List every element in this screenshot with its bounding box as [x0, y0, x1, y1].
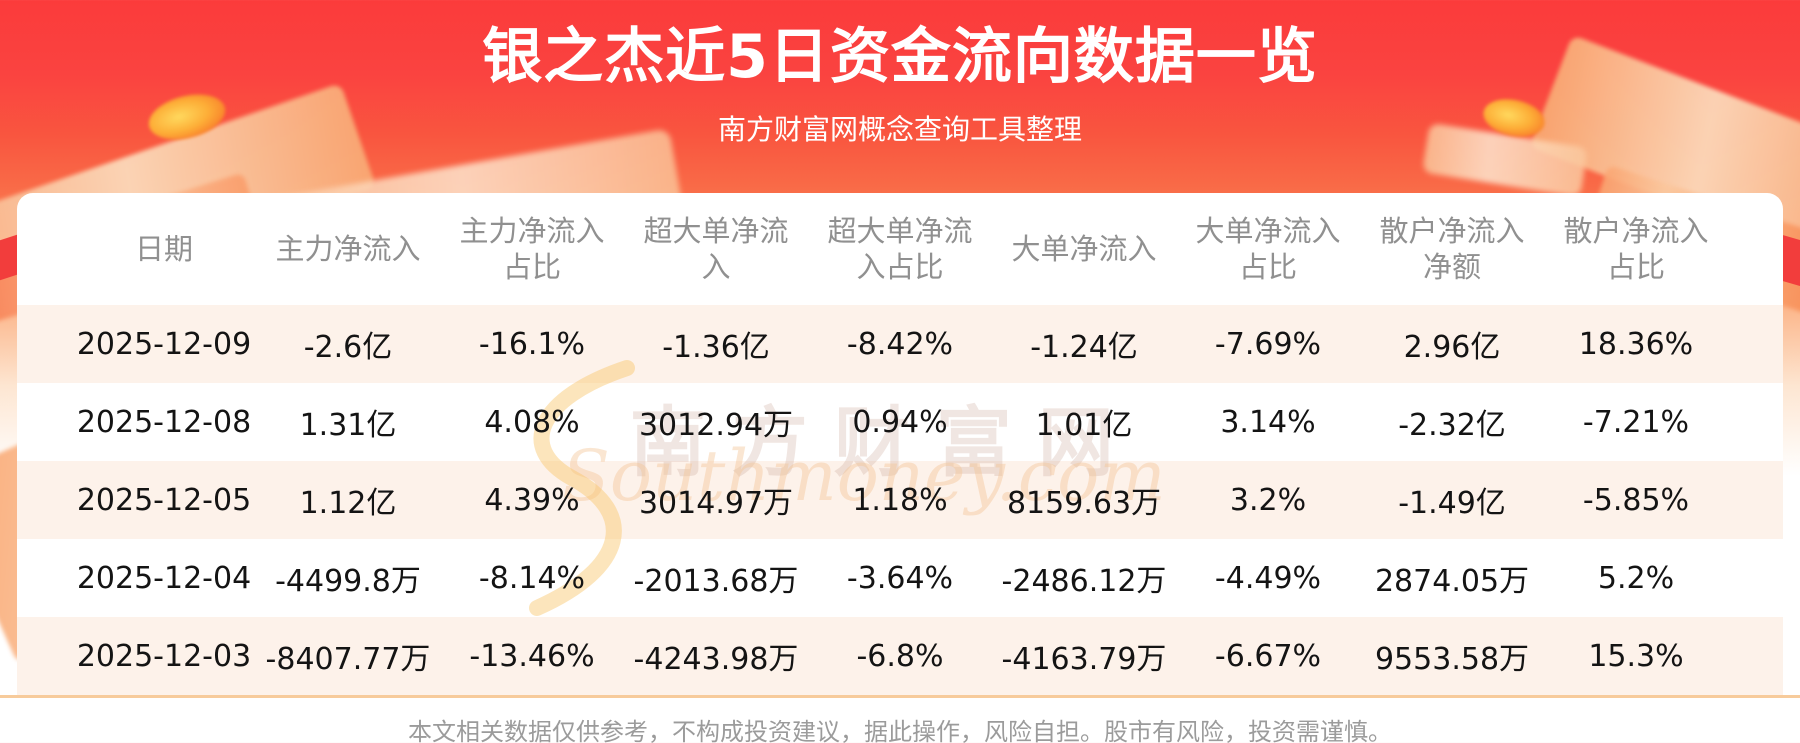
- table-row: 2025-12-04 -4499.8万 -8.14% -2013.68万 -3.64% -…: [72, 539, 1728, 617]
- table-cell: 18.36%: [1578, 326, 1694, 362]
- column-header: 大单净流入: [1011, 232, 1157, 266]
- table-cell: 2025-12-04: [76, 560, 252, 596]
- table-cell: -13.46%: [469, 638, 595, 674]
- table-cell: 2.96亿: [1403, 330, 1501, 365]
- banner: 银之杰近5日资金流向数据一览 南方财富网概念查询工具整理: [0, 0, 1800, 148]
- bottom-divider: [0, 695, 1800, 698]
- table-cell: 3.14%: [1220, 404, 1316, 440]
- table-cell: -8.14%: [478, 560, 586, 596]
- row-stripes: [17, 305, 1783, 695]
- header-row: 日期 主力净流入 主力净流入占比 超大单净流入 超大单净流入占比 大单净流入 大单净流入占比…: [72, 193, 1728, 305]
- table-cell: 2025-12-09: [76, 326, 252, 362]
- table-cell: 0.94%: [852, 404, 948, 440]
- table-cell: -7.21%: [1582, 404, 1690, 440]
- table-cell: 2025-12-08: [76, 404, 252, 440]
- table-cell: -4499.8万: [275, 564, 421, 599]
- column-header: 散户净流入净额: [1379, 214, 1525, 284]
- column-header: 超大单净流入: [643, 214, 789, 284]
- table-cell: -8407.77万: [265, 642, 431, 677]
- table-row: 2025-12-08 1.31亿 4.08% 3012.94万 0.94% 1.01亿 3.…: [72, 383, 1728, 461]
- table-row: 2025-12-05 1.12亿 4.39% 3014.97万 1.18% 8159.63…: [72, 461, 1728, 539]
- table-cell: -2013.68万: [633, 564, 799, 599]
- table-cell: 8159.63万: [1006, 486, 1162, 521]
- table-cell: 1.12亿: [299, 486, 397, 521]
- table-cell: -2486.12万: [1001, 564, 1167, 599]
- table-cell: -4243.98万: [633, 642, 799, 677]
- table-head: 日期 主力净流入 主力净流入占比 超大单净流入 超大单净流入占比 大单净流入 大单净流入占比…: [72, 193, 1728, 305]
- table-cell: 3014.97万: [638, 486, 794, 521]
- page-subtitle: 南方财富网概念查询工具整理: [717, 113, 1082, 146]
- table-cell: -7.69%: [1214, 326, 1322, 362]
- table-cell: -8.42%: [846, 326, 954, 362]
- table-cell: 1.01亿: [1035, 408, 1133, 443]
- column-header: 超大单净流入占比: [827, 214, 973, 284]
- column-header: 散户净流入占比: [1563, 214, 1709, 284]
- fund-flow-table: 日期 主力净流入 主力净流入占比 超大单净流入 超大单净流入占比 大单净流入 大单净流入占比…: [72, 193, 1728, 695]
- table-cell: 2874.05万: [1374, 564, 1530, 599]
- table-cell: 2025-12-03: [76, 638, 252, 674]
- table-body: 2025-12-09 -2.6亿 -16.1% -1.36亿 -8.42% -1.24亿 -…: [72, 305, 1728, 695]
- table-cell: -1.36亿: [662, 330, 770, 365]
- table-cell: -6.67%: [1214, 638, 1322, 674]
- column-header: 主力净流入: [275, 232, 421, 266]
- table-row: 2025-12-03 -8407.77万 -13.46% -4243.98万 -6.8%…: [72, 617, 1728, 695]
- table-cell: 4.39%: [484, 482, 580, 518]
- table-cell: -16.1%: [478, 326, 586, 362]
- table-cell: 2025-12-05: [76, 482, 252, 518]
- disclaimer-text: 本文相关数据仅供参考，不构成投资建议，据此操作，风险自担。股市有风险，投资需谨慎…: [408, 718, 1392, 743]
- column-header: 大单净流入占比: [1195, 214, 1341, 284]
- table-cell: 5.2%: [1597, 560, 1675, 596]
- table-cell: -5.85%: [1582, 482, 1690, 518]
- table-cell: -2.6亿: [303, 330, 393, 365]
- table-cell: 15.3%: [1588, 638, 1684, 674]
- table-row: 2025-12-09 -2.6亿 -16.1% -1.36亿 -8.42% -1.24亿 -…: [72, 305, 1728, 383]
- table-cell: 1.31亿: [299, 408, 397, 443]
- table-cell: -4.49%: [1214, 560, 1322, 596]
- red-wedge-right: [1780, 234, 1800, 288]
- data-card: 南方财富网 Southmoney.com 日期 主力净流入 主力净流入占比 超大单净流…: [17, 193, 1783, 695]
- table-cell: -2.32亿: [1398, 408, 1506, 443]
- page-title: 银之杰近5日资金流向数据一览: [482, 22, 1318, 92]
- table-cell: 9553.58万: [1374, 642, 1530, 677]
- table-cell: 4.08%: [484, 404, 580, 440]
- table-cell: -4163.79万: [1001, 642, 1167, 677]
- table-cell: 3.2%: [1229, 482, 1307, 518]
- column-header: 主力净流入占比: [459, 214, 605, 284]
- table-cell: -3.64%: [846, 560, 954, 596]
- table-cell: -1.24亿: [1030, 330, 1138, 365]
- column-header: 日期: [134, 232, 193, 266]
- table-cell: -6.8%: [856, 638, 944, 674]
- table-cell: 1.18%: [852, 482, 948, 518]
- table-cell: 3012.94万: [638, 408, 794, 443]
- table-cell: -1.49亿: [1398, 486, 1506, 521]
